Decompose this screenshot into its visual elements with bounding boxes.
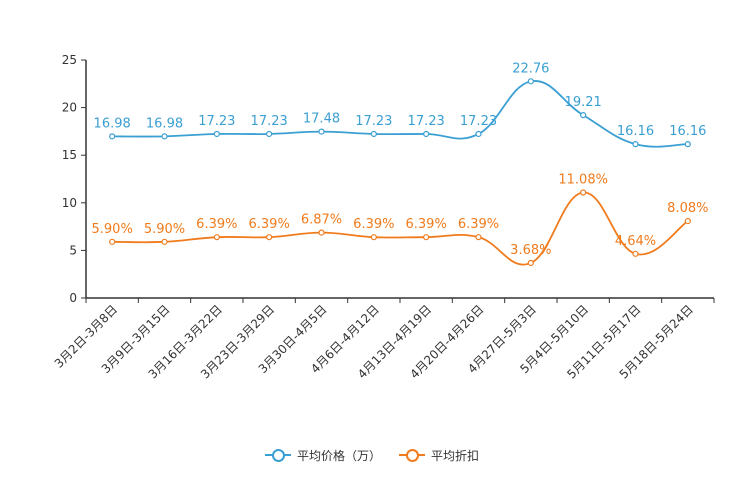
y-tick-label: 5 — [69, 243, 77, 257]
data-point-discount — [475, 234, 482, 241]
data-point-discount — [632, 250, 639, 257]
y-tick-label: 25 — [62, 53, 77, 67]
data-point-price — [684, 141, 691, 148]
legend-label-price: 平均价格（万） — [296, 448, 381, 463]
data-label-price: 16.98 — [94, 116, 131, 131]
data-label-price: 17.23 — [251, 114, 288, 129]
data-point-discount — [423, 234, 430, 241]
data-label-discount: 6.39% — [353, 217, 394, 232]
data-point-discount — [684, 217, 691, 225]
data-point-price — [161, 133, 168, 140]
data-point-price — [580, 112, 587, 119]
legend-item-price[interactable]: 平均价格（万） — [264, 447, 381, 464]
y-tick-label: 0 — [69, 291, 77, 305]
data-point-discount — [318, 229, 325, 236]
data-label-price: 19.21 — [565, 95, 602, 110]
line-chart: 05101520253月2日-3月8日3月9日-3月15日3月16日-3月22日… — [52, 53, 715, 382]
data-label-price: 17.48 — [303, 112, 340, 127]
data-label-price: 17.23 — [460, 114, 497, 129]
data-label-price: 16.16 — [617, 124, 654, 139]
y-tick-label: 20 — [62, 101, 77, 115]
data-point-price — [370, 130, 377, 138]
data-label-discount: 5.90% — [92, 222, 133, 237]
data-label-discount: 3.68% — [510, 243, 551, 258]
legend-swatch-discount — [399, 448, 425, 462]
data-point-price — [527, 78, 534, 85]
y-tick-label: 15 — [62, 148, 77, 162]
y-tick-label: 10 — [62, 196, 77, 210]
chart-series: 16.98 16.98 17.23 17.23 17.48 17.23 17.23 17.23… — [92, 61, 708, 267]
data-label-price: 17.23 — [408, 114, 445, 129]
data-point-discount — [109, 238, 116, 245]
data-point-discount — [527, 259, 534, 267]
data-label-discount: 6.39% — [458, 217, 499, 232]
legend-swatch-price — [264, 448, 291, 462]
data-label-price: 16.16 — [669, 124, 706, 139]
data-point-price — [632, 141, 639, 148]
data-label-discount: 6.87% — [301, 213, 342, 228]
data-point-discount — [580, 189, 587, 196]
legend-label-discount: 平均折扣 — [431, 448, 480, 463]
data-label-discount: 6.39% — [406, 217, 447, 232]
chart-legend: 平均价格（万） 平均折扣 — [0, 444, 744, 466]
data-point-discount — [213, 234, 220, 241]
data-label-price: 17.23 — [355, 114, 392, 129]
data-point-discount — [161, 238, 168, 245]
data-label-price: 17.23 — [198, 114, 235, 129]
data-label-discount: 8.08% — [667, 201, 708, 216]
data-point-price — [423, 130, 430, 138]
data-point-price — [475, 130, 482, 138]
data-label-discount: 4.64% — [615, 234, 656, 249]
data-label-price: 16.98 — [146, 116, 183, 131]
data-label-discount: 5.90% — [144, 222, 185, 237]
data-point-discount — [266, 234, 273, 241]
data-label-discount: 11.08% — [558, 173, 608, 188]
data-label-discount: 6.39% — [249, 217, 290, 232]
data-label-price: 22.76 — [512, 61, 549, 76]
data-point-price — [109, 133, 116, 140]
data-point-price — [266, 130, 273, 138]
data-point-price — [213, 130, 220, 138]
data-label-discount: 6.39% — [196, 217, 237, 232]
data-point-price — [318, 128, 325, 135]
data-point-discount — [370, 234, 377, 241]
legend-item-discount[interactable]: 平均折扣 — [399, 447, 479, 464]
